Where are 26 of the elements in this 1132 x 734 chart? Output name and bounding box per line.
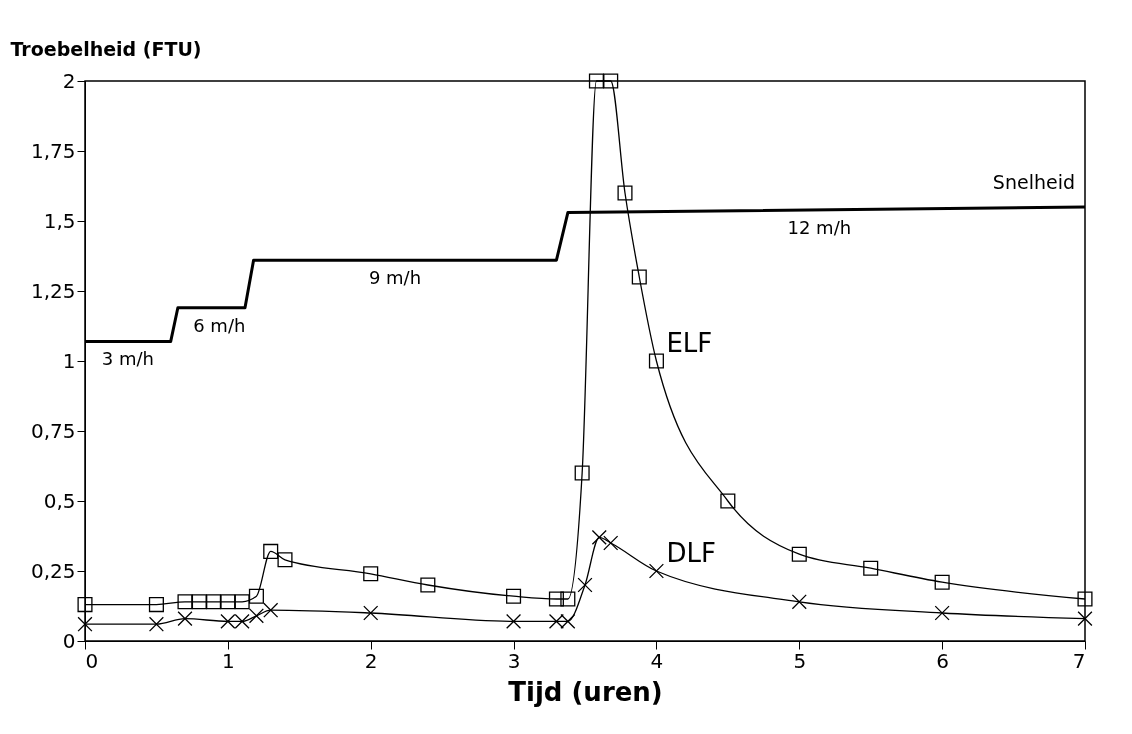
annotation: 9 m/h bbox=[368, 267, 422, 289]
annotation: 12 m/h bbox=[787, 216, 852, 238]
annotation: 3 m/h bbox=[101, 348, 154, 370]
y-tick-label: 1,75 bbox=[30, 138, 76, 163]
x-tick-label: 3 bbox=[507, 648, 521, 673]
x-tick-label: 1 bbox=[221, 648, 235, 673]
y-tick-label: 1,25 bbox=[30, 278, 76, 303]
x-tick-label: 6 bbox=[936, 648, 950, 673]
x-tick-label: 4 bbox=[650, 648, 664, 673]
y-tick-label: 2 bbox=[62, 68, 76, 93]
annotation: 6 m/h bbox=[193, 314, 246, 336]
series-label: ELF bbox=[666, 328, 713, 358]
y-tick-label: 0,75 bbox=[30, 418, 76, 443]
y-tick-label: 0,25 bbox=[30, 558, 76, 583]
x-tick-label: 2 bbox=[364, 648, 378, 673]
y-tick-label: 1 bbox=[62, 348, 76, 373]
y-tick-label: 0 bbox=[62, 628, 76, 653]
series-label: DLF bbox=[666, 538, 716, 568]
y-tick-label: 0,5 bbox=[43, 488, 76, 513]
y-tick-label: 1,5 bbox=[43, 208, 76, 233]
x-axis-title: Tijd (uren) bbox=[508, 676, 663, 707]
x-tick-label: 0 bbox=[85, 648, 99, 673]
y-axis-title: Troebelheid (FTU) bbox=[10, 37, 202, 60]
x-tick-label: 5 bbox=[793, 648, 807, 673]
series-label: Snelheid bbox=[992, 171, 1075, 193]
x-tick-label: 7 bbox=[1072, 648, 1086, 673]
